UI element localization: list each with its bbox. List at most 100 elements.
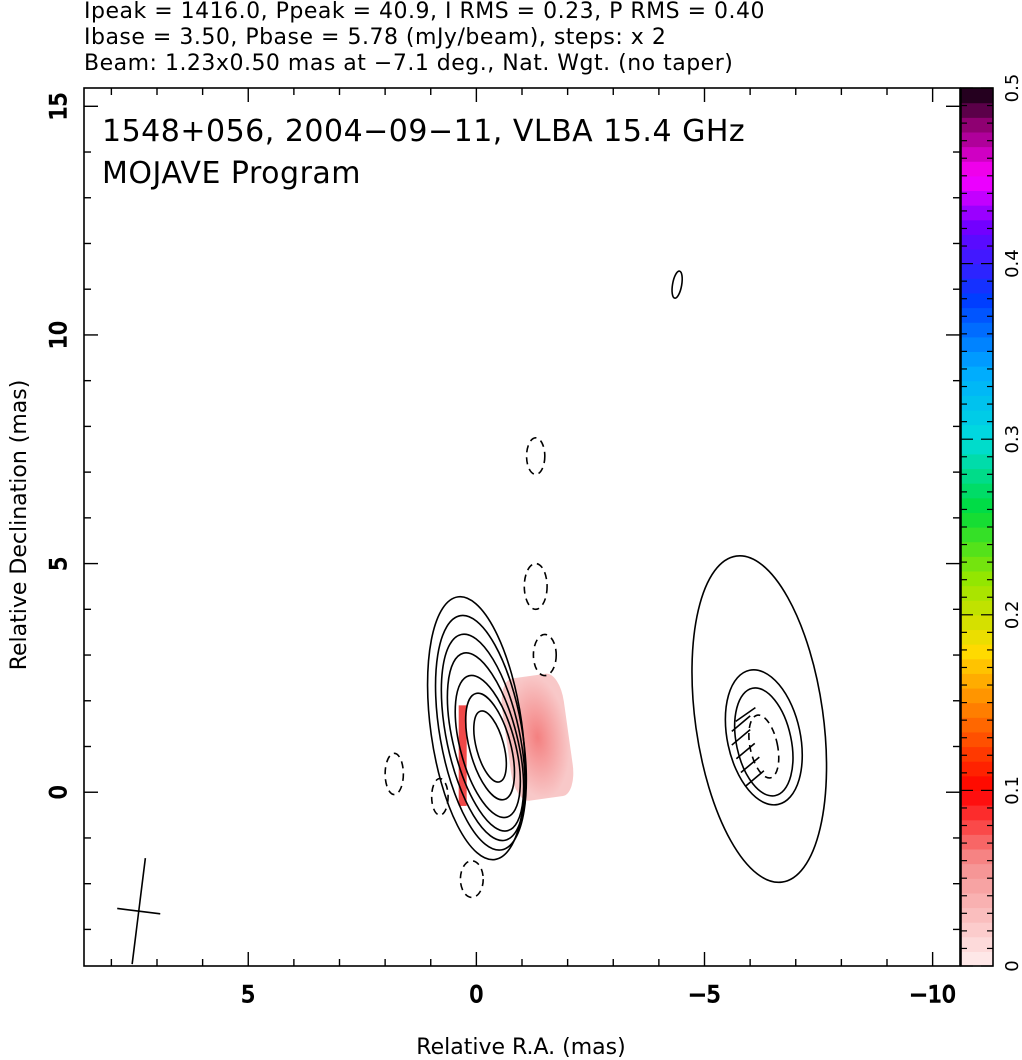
colorbar-segment (961, 936, 993, 952)
colorbar-label: 0.1 (1002, 776, 1022, 805)
evpa-tick-0 (731, 715, 751, 732)
colorbar-segment (961, 497, 993, 513)
colorbar-segment (961, 278, 993, 294)
polarization-pixels (501, 673, 574, 801)
contour-neg-2 (523, 562, 548, 611)
header-line-3: Beam: 1.23x0.50 mas at −7.1 deg., Nat. W… (84, 51, 734, 76)
colorbar-segment (961, 409, 993, 426)
contour-pol-3 (748, 714, 780, 779)
colorbar-segment (961, 673, 993, 689)
colorbar-segment (961, 248, 993, 265)
colorbar-segment (961, 585, 993, 601)
evpa-tick-3 (740, 756, 760, 774)
colorbar-segment (961, 731, 993, 748)
contour-core-3 (446, 652, 525, 832)
colorbar-segment (961, 907, 993, 923)
colorbar-segment (961, 892, 993, 909)
colorbar-segment (961, 117, 993, 133)
x-axis-label: Relative R.A. (mas) (416, 1035, 625, 1060)
colorbar-segment (961, 614, 993, 631)
colorbar-segment (961, 483, 993, 499)
colorbar-segment (961, 805, 993, 821)
y-axis-label: Relative Declination (mas) (7, 380, 32, 671)
colorbar-segment (961, 161, 993, 177)
colorbar-segment (961, 687, 993, 704)
colorbar-segment (961, 746, 993, 762)
colorbar-segment (961, 761, 993, 777)
colorbar-segment (961, 351, 993, 367)
colorbar-segment (961, 395, 993, 411)
colorbar-segment (961, 629, 993, 645)
colorbar-segment (961, 468, 993, 484)
colorbar-segment (961, 541, 993, 557)
colorbar-segment (961, 336, 993, 352)
y-tick-label: 0 (47, 785, 72, 799)
colorbar-segment (961, 219, 993, 235)
contour-pol-outer (691, 554, 828, 884)
colorbar-label: 0.3 (1002, 425, 1022, 454)
colorbar-segment (961, 951, 993, 967)
evpa-tick-5 (735, 706, 756, 723)
contour-neg-1 (525, 437, 546, 476)
y-tick-label: 15 (47, 92, 72, 120)
colorbar-segment (961, 424, 993, 440)
evpa-tick-2 (735, 742, 756, 760)
colorbar-label: 0 (1002, 960, 1022, 971)
header-line-1: Ipeak = 1416.0, Ppeak = 40.9, I RMS = 0.… (84, 0, 765, 24)
colorbar-segment (961, 175, 993, 192)
colorbar-segment (961, 453, 993, 470)
x-tick-label: 0 (469, 983, 483, 1008)
contour-pol-1 (724, 669, 804, 806)
chart-subtitle: MOJAVE Program (102, 156, 361, 191)
contour-neg-4 (384, 752, 405, 796)
colorbar-segment (961, 307, 993, 323)
plot-frame (83, 87, 961, 967)
colorbar-segment (961, 600, 993, 616)
colorbar-segment (961, 366, 993, 382)
colorbar-segment (961, 775, 993, 791)
colorbar-segment (961, 512, 993, 528)
x-tick-label: 5 (241, 983, 255, 1008)
colorbar-segment (961, 848, 993, 865)
contour-neg-5 (430, 777, 449, 816)
colorbar-segment (961, 922, 993, 938)
chart-title: 1548+056, 2004−09−11, VLBA 15.4 GHz (102, 114, 745, 149)
colorbar-segment (961, 190, 993, 206)
colorbar-segment (961, 102, 993, 118)
colorbar-segment (961, 570, 993, 587)
colorbar-segment (961, 556, 993, 572)
colorbar-segment (961, 263, 993, 279)
contour-pol-2 (733, 687, 794, 797)
contour-neg-6 (459, 860, 485, 899)
colorbar-segment (961, 717, 993, 733)
colorbar-segment (961, 834, 993, 850)
x-tick-label: −5 (688, 983, 720, 1008)
y-tick-label: 10 (47, 321, 72, 349)
header-line-2: Ibase = 3.50, Pbase = 5.78 (mJy/beam), s… (84, 25, 667, 50)
colorbar-segment (961, 146, 993, 162)
colorbar-segment (961, 380, 993, 396)
colorbar-label: 0.4 (1002, 249, 1022, 278)
colorbar-label: 0.2 (1002, 600, 1022, 629)
colorbar-segment (961, 527, 993, 543)
colorbar-segment (961, 205, 993, 221)
beam-minor-axis (117, 907, 161, 915)
colorbar-label: 0.5 (1002, 74, 1022, 103)
colorbar-segment (961, 131, 993, 148)
contour-core-2 (440, 633, 526, 842)
colorbar-segment (961, 658, 993, 674)
contour-core-outer (426, 595, 526, 861)
colorbar-segment (961, 819, 993, 835)
contour-core-6 (473, 710, 508, 783)
colorbar-segment (961, 644, 993, 660)
contour-core-5 (464, 692, 516, 801)
colorbar-segment (961, 322, 993, 338)
contour-neg-3 (532, 633, 558, 677)
colorbar-segment (961, 878, 993, 894)
evpa-tick-1 (731, 729, 751, 746)
x-tick-label: −10 (909, 983, 955, 1008)
colorbar-segment (961, 234, 993, 250)
y-tick-label: 5 (47, 557, 72, 571)
colorbar-segment (961, 702, 993, 718)
